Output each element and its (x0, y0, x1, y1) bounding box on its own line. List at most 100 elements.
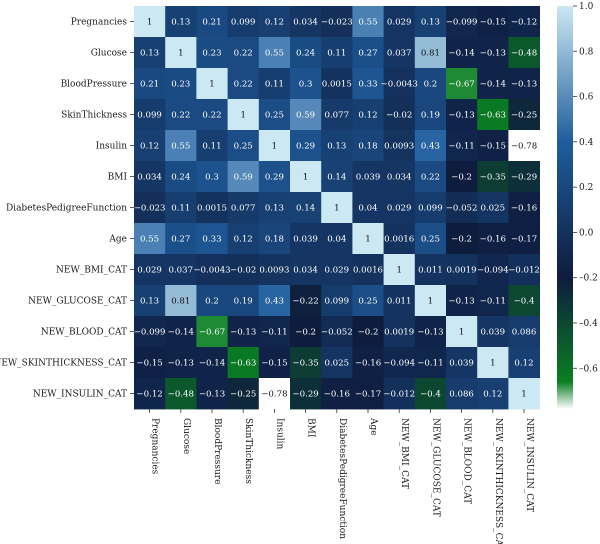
heatmap-cell-8-11 (477, 254, 509, 286)
heatmap-cell-12-5 (290, 378, 322, 410)
cell-value-6-12: −0.16 (511, 204, 537, 214)
heatmap-cell-7-0 (134, 223, 166, 255)
cell-value-12-8: −0.012 (383, 390, 415, 400)
heatmap-cell-11-10 (446, 347, 478, 379)
heatmap-cell-10-7 (352, 316, 384, 348)
heatmap-cell-9-5 (290, 285, 322, 317)
heatmap-cell-3-12 (508, 99, 540, 131)
cell-value-10-11: 0.039 (480, 328, 505, 338)
heatmap-cell-12-7 (352, 378, 384, 410)
heatmap-cell-2-1 (165, 68, 197, 100)
col-label-10: NEW_BLOOD_CAT (462, 418, 472, 504)
cell-value-0-7: 0.55 (358, 18, 377, 28)
heatmap-cell-9-0 (134, 285, 166, 317)
heatmap-cell-6-5 (290, 192, 322, 224)
cell-value-8-10: 0.0019 (447, 266, 477, 276)
cell-value-9-1: 0.81 (171, 297, 190, 307)
heatmap-cell-5-8 (383, 161, 416, 193)
cell-value-10-7: −0.2 (358, 328, 379, 338)
cell-value-1-6: 0.11 (327, 49, 346, 59)
cell-value-7-2: 0.33 (202, 235, 221, 245)
heatmap-cell-7-6 (321, 223, 353, 255)
cell-value-7-9: 0.25 (421, 235, 440, 245)
cell-value-8-0: 0.029 (137, 266, 162, 276)
cell-value-10-4: −0.11 (261, 328, 287, 338)
heatmap-cell-10-8 (383, 316, 416, 348)
heatmap-cell-0-4 (258, 6, 291, 38)
cell-value-10-10: 1 (459, 328, 464, 338)
cell-value-5-1: 0.24 (171, 173, 191, 183)
cell-value-0-12: −0.12 (511, 18, 537, 28)
heatmap-cell-9-12 (508, 285, 540, 317)
heatmap-cell-12-10 (446, 378, 478, 410)
cell-value-4-4: 1 (272, 142, 277, 152)
heatmap-cell-1-6 (321, 37, 353, 69)
cell-value-9-3: 0.19 (234, 297, 253, 307)
cell-value-5-3: 0.59 (234, 173, 253, 183)
cell-value-11-9: −0.11 (417, 359, 443, 369)
heatmap-cell-9-3 (227, 285, 260, 317)
col-label-0: Pregnancies (150, 418, 160, 475)
cell-value-8-1: 0.037 (168, 266, 193, 276)
col-label-2: BloodPressure (212, 418, 222, 484)
heatmap-cell-6-4 (258, 192, 291, 224)
cell-value-5-7: 0.039 (356, 173, 381, 183)
cell-value-2-8: −0.0043 (381, 80, 418, 90)
heatmap-cell-10-10 (446, 316, 478, 348)
cell-value-6-1: 0.11 (171, 204, 190, 214)
cell-value-10-9: −0.13 (417, 328, 443, 338)
heatmap-cell-0-6 (321, 6, 353, 38)
heatmap-cell-10-3 (227, 316, 260, 348)
heatmap-cell-1-5 (290, 37, 322, 69)
cell-value-5-5: 1 (303, 173, 308, 183)
colorbar-tick-label-5: 0.0 (579, 228, 594, 238)
heatmap-cell-10-11 (477, 316, 509, 348)
heatmap-cell-7-11 (477, 223, 509, 255)
colorbar-tick-label-2: 0.6 (579, 93, 594, 103)
cell-value-0-5: 0.034 (293, 18, 318, 28)
heatmap-cell-8-1 (165, 254, 197, 286)
cell-value-3-10: −0.13 (448, 111, 474, 121)
cell-value-6-11: 0.025 (480, 204, 505, 214)
cell-value-4-3: 0.25 (234, 142, 253, 152)
cell-value-3-5: 0.59 (296, 111, 315, 121)
cell-value-8-3: −0.02 (230, 266, 256, 276)
heatmap-cell-2-7 (352, 68, 384, 100)
cell-value-2-11: −0.14 (480, 80, 507, 90)
heatmap-cell-6-1 (165, 192, 197, 224)
heatmap-cell-11-9 (414, 347, 447, 379)
colorbar-scale (557, 6, 573, 409)
heatmap-cell-11-2 (196, 347, 228, 379)
cell-value-10-1: −0.14 (168, 328, 195, 338)
cell-value-6-2: 0.0015 (197, 204, 227, 214)
cell-value-11-4: −0.15 (261, 359, 287, 369)
heatmap-cell-12-1 (165, 378, 197, 410)
heatmap-cell-5-5 (290, 161, 322, 193)
cell-value-12-3: −0.25 (230, 390, 256, 400)
heatmap-cell-6-12 (508, 192, 540, 224)
heatmap-cell-1-1 (165, 37, 197, 69)
heatmap-cell-7-3 (227, 223, 260, 255)
cell-value-4-10: −0.11 (448, 142, 474, 152)
heatmap-cell-5-12 (508, 161, 540, 193)
column-labels: Pregnancies Glucose BloodPressure SkinThick… (149, 409, 534, 544)
heatmap-cell-2-8 (383, 68, 416, 100)
heatmap-cell-7-1 (165, 223, 197, 255)
heatmap-cell-0-1 (165, 6, 197, 38)
row-label-12: NEW_INSULIN_CAT (33, 390, 127, 400)
cell-value-2-4: 0.11 (265, 80, 284, 90)
heatmap-cell-7-7 (352, 223, 384, 255)
cell-value-11-10: 0.039 (449, 359, 474, 369)
heatmap-cell-2-11 (477, 68, 509, 100)
heatmap-cell-11-1 (165, 347, 197, 379)
heatmap-cell-8-6 (321, 254, 353, 286)
heatmap-cell-3-11 (477, 99, 509, 131)
heatmap-cell-1-12 (508, 37, 540, 69)
row-label-7: Age (108, 235, 127, 245)
cell-value-5-12: −0.29 (511, 173, 537, 183)
cell-value-2-2: 1 (209, 80, 214, 90)
cell-value-9-2: 0.2 (205, 297, 219, 307)
heatmap-cell-4-7 (352, 130, 384, 162)
cell-value-0-10: −0.099 (446, 18, 478, 28)
cell-value-10-6: −0.052 (321, 328, 353, 338)
